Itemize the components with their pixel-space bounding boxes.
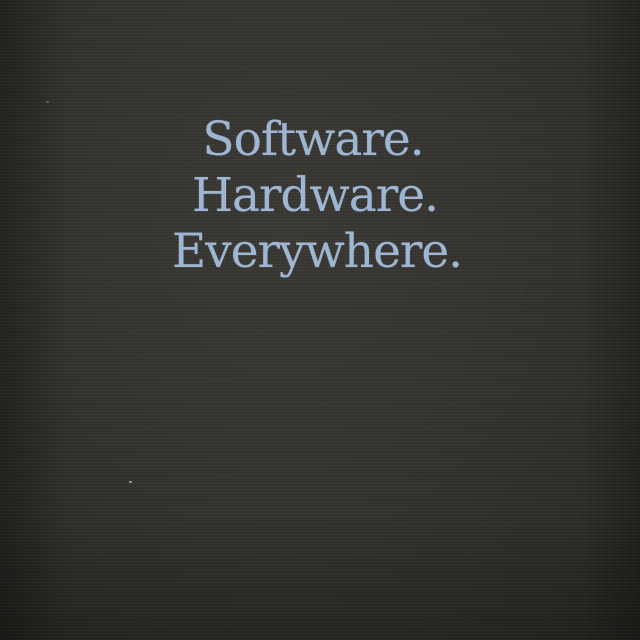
print-line-hardware: Hardware. <box>191 168 439 223</box>
fabric-shadow-right <box>580 0 640 640</box>
lint-speck <box>129 481 132 483</box>
shirt-print-text: Software. Hardware. Everywhere. <box>0 112 640 280</box>
print-line-software: Software. <box>202 112 424 167</box>
fabric-shadow-bottom <box>0 520 640 640</box>
fabric-shadow-left <box>0 0 70 640</box>
lint-speck <box>46 101 49 103</box>
print-line-everywhere: Everywhere. <box>171 224 463 279</box>
